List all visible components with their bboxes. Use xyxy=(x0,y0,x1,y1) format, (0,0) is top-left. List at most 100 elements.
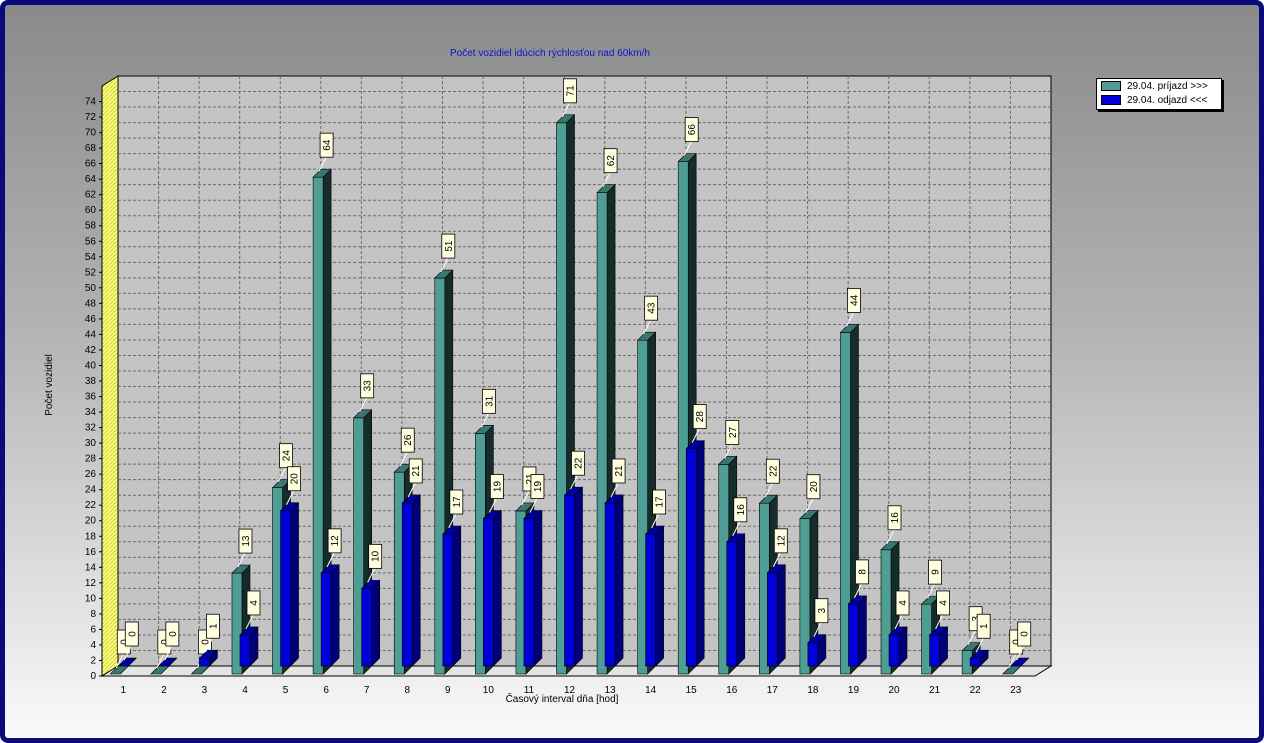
y-tick-label: 60 xyxy=(85,205,97,216)
x-tick-label: 17 xyxy=(767,685,779,696)
legend-swatch-arrivals xyxy=(1101,81,1121,91)
data-label-box xyxy=(279,443,293,469)
data-label-box xyxy=(481,388,496,414)
data-label-box xyxy=(765,458,780,484)
y-tick-label: 16 xyxy=(85,547,97,558)
data-label: 21 xyxy=(525,473,536,485)
y-axis-label: Počet vozidiel xyxy=(44,354,55,416)
bar-departures: 8 xyxy=(847,559,869,667)
y-tick-label: 46 xyxy=(85,314,97,325)
y-tick-label: 48 xyxy=(85,298,97,309)
bar-departures: 0 xyxy=(158,621,180,667)
data-label: 17 xyxy=(452,496,463,508)
x-tick-label: 5 xyxy=(283,685,289,696)
y-tick-label: 6 xyxy=(90,624,96,635)
data-label-box xyxy=(530,474,545,499)
data-label-box xyxy=(611,458,626,484)
data-label-box xyxy=(246,590,261,616)
x-tick-label: 18 xyxy=(807,685,819,696)
bar-departures: 0 xyxy=(117,621,139,667)
y-tick-label: 34 xyxy=(85,407,97,418)
data-label-box xyxy=(400,427,415,453)
x-tick-label: 3 xyxy=(202,685,208,696)
y-tick-label: 18 xyxy=(85,531,97,542)
data-label: 0 xyxy=(200,639,211,645)
data-label-box xyxy=(733,497,748,523)
data-label-box xyxy=(319,132,334,158)
data-label: 0 xyxy=(119,639,130,645)
data-label-box xyxy=(327,528,342,554)
y-tick-label: 26 xyxy=(85,469,97,480)
x-tick-label: 13 xyxy=(605,685,617,696)
data-label: 24 xyxy=(282,450,293,462)
y-tick-label: 42 xyxy=(85,345,97,356)
bar-departures: 17 xyxy=(644,489,667,667)
data-label-box xyxy=(652,489,667,515)
x-tick-label: 20 xyxy=(888,685,900,696)
data-label: 51 xyxy=(444,240,455,252)
data-label: 21 xyxy=(411,465,422,477)
data-label: 44 xyxy=(849,294,860,306)
left-wall xyxy=(101,75,119,677)
data-label-box xyxy=(368,543,383,569)
data-label-box xyxy=(928,559,942,585)
legend-label-departures: 29.04. odjazd <<< xyxy=(1127,94,1208,106)
x-tick-label: 6 xyxy=(323,685,329,696)
y-tick-label: 4 xyxy=(90,640,96,651)
data-label-box xyxy=(489,474,504,499)
x-tick-label: 11 xyxy=(524,685,535,696)
data-label-box xyxy=(773,528,788,554)
legend-label-arrivals: 29.04. príjazd >>> xyxy=(1127,80,1208,92)
data-label-box xyxy=(165,621,180,647)
y-tick-label: 24 xyxy=(85,485,97,496)
data-label-box xyxy=(1017,621,1032,647)
data-label-box xyxy=(887,505,902,531)
x-tick-label: 9 xyxy=(445,685,451,696)
data-label: 0 xyxy=(1020,631,1031,637)
data-label-box xyxy=(408,458,423,484)
bar-arrivals: 44 xyxy=(839,288,861,675)
chart-title: Počet vozidiel idúcich rýchlosťou nad 60… xyxy=(450,48,650,59)
y-tick-label: 56 xyxy=(85,236,97,247)
data-label-box xyxy=(895,590,910,616)
bar-departures: 12 xyxy=(766,528,788,667)
y-tick-label: 30 xyxy=(85,438,97,449)
y-tick-label: 58 xyxy=(85,221,97,232)
data-label-box xyxy=(287,466,301,492)
y-tick-label: 32 xyxy=(85,423,97,434)
data-label: 33 xyxy=(363,380,374,392)
data-label: 19 xyxy=(492,481,503,493)
data-label-box xyxy=(936,590,950,616)
y-tick-label: 66 xyxy=(85,159,97,170)
x-axis: 1 2 3 4 5 6 7 8 9 10 11 12 13 14 15 16 17 18 19 20 21 22 23 xyxy=(121,685,1022,696)
x-tick-label: 10 xyxy=(483,685,495,696)
bar-departures: 3 xyxy=(807,598,829,667)
data-label-box xyxy=(976,613,991,639)
y-tick-label: 38 xyxy=(85,376,97,387)
data-label-box xyxy=(814,598,829,624)
data-label: 26 xyxy=(403,434,414,446)
data-label: 4 xyxy=(898,600,909,606)
data-label-box xyxy=(238,528,253,554)
bar-chart: 0246810121416182022242628303234363840424… xyxy=(44,48,1053,705)
legend-swatch-departures xyxy=(1101,95,1121,105)
data-label: 17 xyxy=(655,496,666,508)
data-label-box xyxy=(847,288,861,313)
bar-departures: 21 xyxy=(401,458,423,667)
data-label: 3 xyxy=(817,607,828,613)
x-axis-label: Časový interval dňa [hod] xyxy=(506,692,619,705)
data-label-box xyxy=(441,233,456,259)
data-label-box xyxy=(855,559,869,585)
data-label: 16 xyxy=(736,504,747,516)
y-tick-label: 68 xyxy=(85,143,97,154)
bar-arrivals: 20 xyxy=(799,474,821,675)
y-axis: 0246810121416182022242628303234363840424… xyxy=(85,97,102,682)
data-label: 1 xyxy=(979,623,990,629)
y-tick-label: 74 xyxy=(85,97,97,108)
bar-departures: 20 xyxy=(279,466,301,667)
legend: 29.04. príjazd >>> 29.04. odjazd <<< xyxy=(1096,78,1222,110)
data-label-box xyxy=(449,489,464,515)
x-tick-label: 2 xyxy=(161,685,167,696)
bar-departures: 19 xyxy=(523,474,545,667)
x-tick-label: 19 xyxy=(848,685,860,696)
